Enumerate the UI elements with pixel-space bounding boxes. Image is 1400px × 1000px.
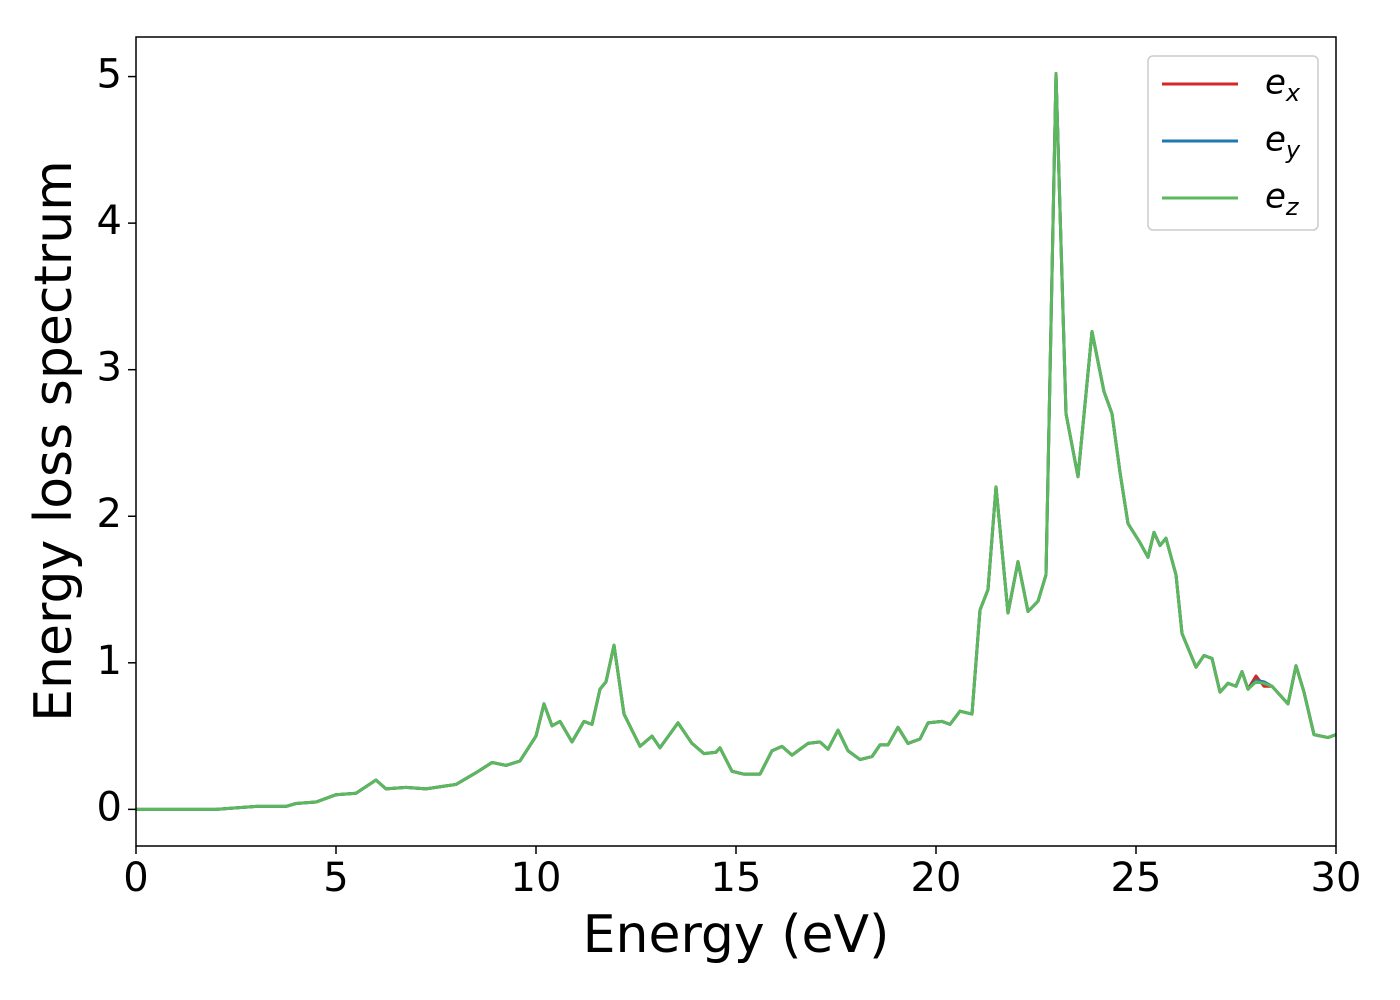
y-axis-label: Energy loss spectrum (24, 160, 84, 722)
x-axis-label: Energy (eV) (583, 905, 890, 965)
x-tick-label: 0 (123, 855, 148, 901)
y-tick-label: 1 (97, 638, 122, 684)
x-tick-label: 30 (1311, 855, 1362, 901)
legend-box (1147, 55, 1319, 231)
x-tick-label: 5 (323, 855, 348, 901)
x-tick-label: 10 (511, 855, 562, 901)
x-tick-label: 15 (711, 855, 762, 901)
y-tick-label: 4 (97, 198, 122, 244)
line-series (136, 72, 1337, 811)
y-tick-label: 3 (97, 345, 122, 391)
x-tick-label: 25 (1111, 855, 1162, 901)
y-tick-label: 0 (97, 784, 122, 830)
plot-frame (135, 36, 1337, 847)
y-tick-label: 2 (97, 491, 122, 537)
y-tick-label: 5 (97, 52, 122, 98)
x-tick-label: 20 (911, 855, 962, 901)
